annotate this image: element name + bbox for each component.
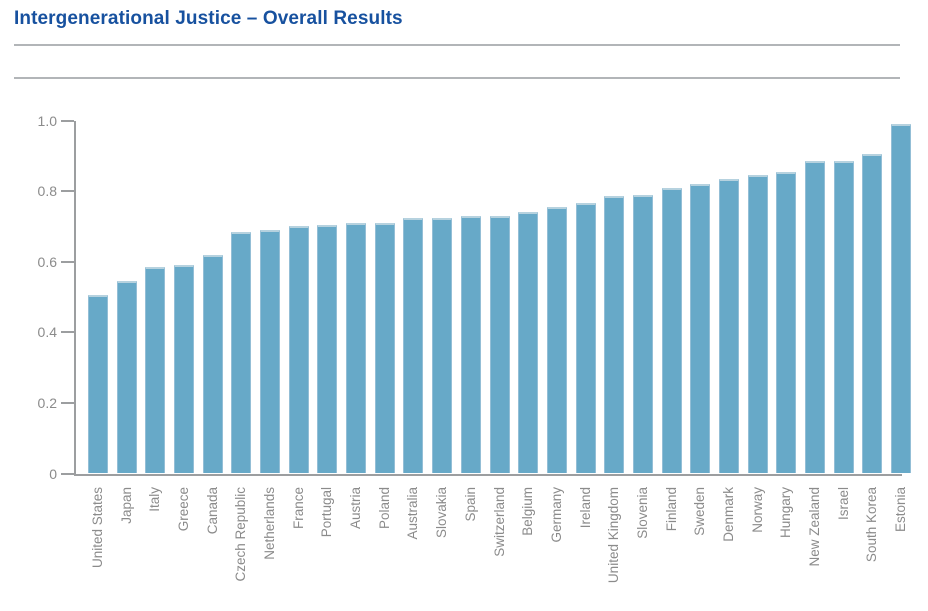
y-axis-line (74, 120, 76, 476)
bar (718, 178, 739, 474)
y-axis-tick (61, 401, 74, 404)
bar (747, 175, 768, 474)
bar (891, 124, 912, 474)
x-axis-category-label: Estonia (893, 487, 909, 533)
x-axis-category-label: Poland (376, 487, 392, 530)
x-axis-category-label: Austria (348, 487, 364, 530)
x-axis-category-label: Ireland (577, 487, 593, 529)
bar (88, 295, 108, 474)
y-axis-tick (61, 190, 74, 193)
y-axis-tick-label: 0.6 (37, 253, 57, 270)
x-axis-category-label: Germany (548, 487, 564, 543)
x-axis-category-label: Japan (118, 487, 134, 524)
bar (690, 184, 711, 474)
bar (174, 265, 195, 474)
x-axis-category-label: Slovenia (634, 487, 650, 539)
x-axis-category-label: Canada (204, 487, 220, 535)
chart-title: Intergenerational Justice – Overall Resu… (14, 8, 403, 29)
x-axis-category-label: Belgium (520, 487, 536, 536)
bar (374, 222, 395, 474)
y-axis-tick (61, 472, 74, 475)
x-axis-category-label: Italy (147, 487, 163, 512)
x-axis-category-label: Norway (749, 487, 765, 533)
x-axis-category-label: United States (90, 487, 105, 569)
x-axis-category-label: Finland (663, 487, 679, 532)
x-axis-category-label: Czech Republic (233, 487, 249, 582)
x-axis-category-label: Hungary (778, 487, 794, 539)
y-axis-tick-label: 1.0 (37, 112, 57, 129)
x-axis-category-label: Portugal (319, 487, 335, 538)
bar (661, 187, 682, 474)
y-axis-tick (61, 260, 74, 263)
x-axis-category-label: New Zealand (807, 487, 822, 567)
bar (489, 215, 510, 474)
x-axis-category-label: Slovakia (434, 487, 450, 539)
bar (776, 171, 797, 474)
bar (116, 281, 137, 474)
x-axis-category-label: Australia (405, 487, 421, 540)
x-axis-category-label: United Kingdom (606, 487, 622, 584)
bar (460, 215, 481, 474)
x-axis-line (74, 473, 903, 476)
x-axis-category-label: France (290, 487, 306, 530)
x-axis-category-label: South Korea (864, 487, 880, 563)
bar (432, 217, 453, 474)
y-axis-tick-label: 0.8 (37, 183, 57, 200)
bar (518, 212, 539, 474)
bar (288, 226, 309, 474)
bar (231, 231, 252, 474)
bar (604, 196, 625, 474)
title-divider-line (14, 44, 900, 46)
y-axis-tick (61, 331, 74, 334)
bar (260, 229, 281, 474)
y-axis-tick-label: 0.4 (37, 324, 57, 341)
x-axis-category-label: Netherlands (262, 487, 278, 560)
bar (145, 266, 166, 474)
bar (403, 217, 424, 474)
bar (632, 194, 653, 474)
bar (805, 161, 825, 474)
x-axis-category-label: Israel (835, 487, 851, 521)
x-axis-category-label: Denmark (720, 487, 736, 542)
bar (202, 254, 223, 474)
x-axis-category-label: Spain (462, 487, 478, 522)
bar (317, 224, 338, 474)
bar (862, 154, 883, 474)
y-axis-tick-label: 0 (49, 465, 57, 482)
x-axis-category-label: Greece (176, 487, 192, 532)
x-axis-category-label: Sweden (692, 487, 708, 536)
y-axis-tick (61, 119, 74, 122)
bar (575, 203, 596, 474)
x-axis-category-label: Switzerland (491, 487, 507, 557)
header-divider-line (14, 77, 900, 79)
bar (546, 206, 567, 474)
bar (833, 161, 854, 474)
y-axis-tick-label: 0.2 (37, 394, 57, 411)
bar (346, 222, 367, 474)
